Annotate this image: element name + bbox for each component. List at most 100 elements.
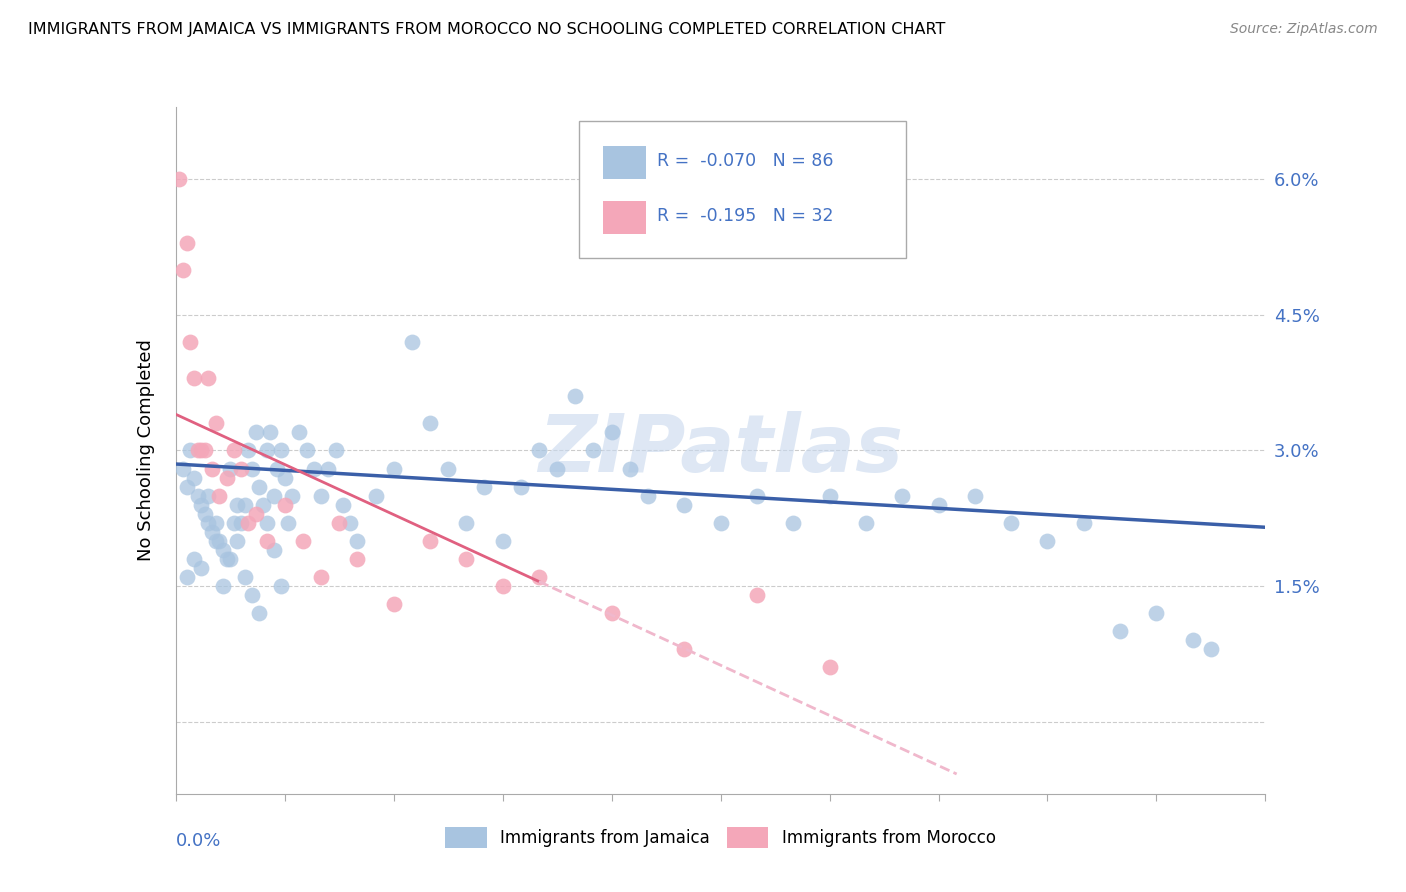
Point (1073, 516, 1095, 530)
Point (600, 606, 623, 620)
Text: R =  -0.195   N = 32: R = -0.195 N = 32 (658, 207, 834, 225)
Point (818, 660, 841, 674)
Point (419, 417, 441, 431)
Point (1036, 533, 1059, 548)
Point (215, 470, 238, 484)
Point (328, 516, 350, 530)
Point (782, 516, 804, 530)
Point (247, 480, 270, 494)
Point (600, 425, 623, 440)
Point (346, 552, 368, 566)
Point (256, 533, 278, 548)
Point (186, 443, 209, 458)
Point (710, 516, 733, 530)
Point (309, 570, 332, 584)
Point (179, 443, 201, 458)
Text: R =  -0.070   N = 86: R = -0.070 N = 86 (658, 152, 834, 169)
Text: IMMIGRANTS FROM JAMAICA VS IMMIGRANTS FROM MOROCCO NO SCHOOLING COMPLETED CORREL: IMMIGRANTS FROM JAMAICA VS IMMIGRANTS FR… (28, 22, 945, 37)
Point (190, 443, 212, 458)
Point (309, 489, 332, 503)
Point (527, 443, 550, 458)
Point (564, 389, 586, 403)
Point (259, 425, 281, 440)
Point (274, 470, 297, 484)
Point (197, 489, 219, 503)
Point (364, 489, 387, 503)
Point (456, 552, 478, 566)
FancyBboxPatch shape (579, 120, 905, 258)
Point (194, 507, 217, 521)
Point (176, 480, 198, 494)
Point (546, 461, 568, 475)
Y-axis label: No Schooling Completed: No Schooling Completed (136, 340, 155, 561)
Point (183, 371, 205, 385)
Point (281, 489, 304, 503)
Point (619, 461, 641, 475)
Point (219, 461, 242, 475)
Point (252, 498, 274, 512)
Point (222, 443, 245, 458)
Point (492, 533, 515, 548)
Point (240, 588, 263, 602)
Point (419, 533, 441, 548)
Point (215, 552, 238, 566)
Point (401, 334, 423, 349)
Point (1000, 516, 1022, 530)
Point (190, 561, 212, 575)
Point (382, 461, 405, 475)
Point (1146, 606, 1168, 620)
Text: 0.0%: 0.0% (176, 831, 221, 850)
Point (204, 516, 226, 530)
Point (172, 461, 194, 475)
Point (245, 507, 267, 521)
Point (183, 470, 205, 484)
Point (1109, 624, 1132, 639)
Point (256, 516, 278, 530)
Point (527, 570, 550, 584)
Point (332, 498, 354, 512)
Point (197, 516, 219, 530)
Point (382, 597, 405, 611)
Point (172, 262, 194, 277)
Point (226, 533, 249, 548)
Point (346, 533, 368, 548)
Point (1199, 642, 1222, 657)
Point (325, 443, 347, 458)
Point (928, 498, 950, 512)
Point (673, 642, 696, 657)
Point (318, 461, 340, 475)
Point (247, 606, 270, 620)
Point (509, 480, 531, 494)
Point (201, 461, 224, 475)
Text: ZIPatlas: ZIPatlas (538, 411, 903, 490)
Point (277, 516, 299, 530)
Point (233, 570, 256, 584)
Bar (603, 146, 647, 179)
Point (963, 489, 986, 503)
Point (339, 516, 361, 530)
Point (302, 461, 325, 475)
Point (212, 542, 235, 557)
Point (582, 443, 605, 458)
Point (169, 172, 191, 186)
Point (270, 443, 292, 458)
Point (263, 542, 285, 557)
Point (201, 524, 224, 539)
Point (231, 516, 253, 530)
Point (1181, 633, 1204, 648)
Point (288, 425, 311, 440)
Point (238, 516, 260, 530)
Point (256, 443, 278, 458)
Point (208, 533, 231, 548)
Text: Source: ZipAtlas.com: Source: ZipAtlas.com (1230, 22, 1378, 37)
Point (204, 533, 226, 548)
Point (233, 498, 256, 512)
Point (176, 235, 198, 250)
Bar (603, 201, 647, 234)
Point (437, 461, 460, 475)
Point (818, 489, 841, 503)
Point (240, 461, 263, 475)
Point (197, 371, 219, 385)
Point (673, 498, 696, 512)
Point (222, 516, 245, 530)
